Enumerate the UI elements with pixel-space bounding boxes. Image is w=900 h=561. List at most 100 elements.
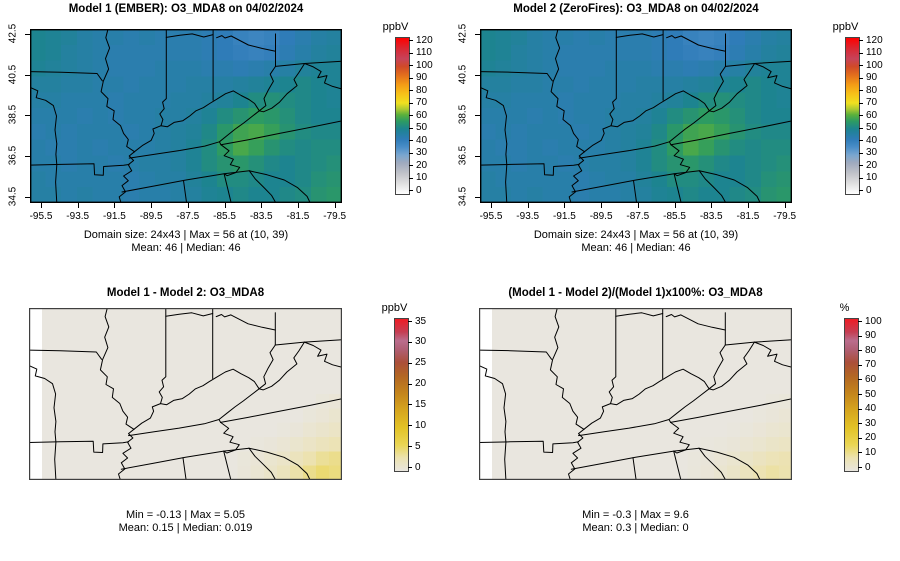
- state-boundary-line: [304, 63, 342, 90]
- colorbar-tick-label: 30: [416, 147, 428, 158]
- panel-pctdiff-colorbar-unit: %: [839, 302, 850, 314]
- state-boundary-line: [220, 144, 241, 177]
- colorbar-tick-label: 60: [416, 109, 428, 121]
- colorbar-tick-label: 0: [415, 461, 421, 473]
- state-boundary-line: [608, 308, 617, 405]
- panel-diff-caption-line2: Mean: 0.15 | Median: 0.019: [118, 522, 253, 534]
- state-boundary-line: [248, 170, 277, 203]
- state-boundary-line: [708, 344, 726, 390]
- colorbar-tick: [858, 335, 862, 337]
- state-boundary-line: [248, 170, 311, 203]
- colorbar-tick: [859, 52, 863, 54]
- state-boundary-line: [29, 365, 57, 480]
- colorbar-tick: [408, 404, 412, 406]
- state-boundary-line: [29, 349, 103, 360]
- x-axis-tick: [527, 203, 529, 208]
- colorbar-tick: [858, 394, 862, 395]
- state-boundary-line: [118, 428, 135, 480]
- state-boundary-line: [258, 341, 305, 391]
- state-boundary-line: [584, 90, 710, 153]
- x-axis-tick: [77, 203, 79, 208]
- colorbar-tick: [409, 115, 413, 116]
- panel-model2-colorbar: [845, 37, 860, 195]
- colorbar-tick-label: 0: [865, 461, 871, 473]
- state-boundary-line: [30, 86, 58, 203]
- x-axis-tick-label: -91.5: [103, 211, 126, 222]
- state-boundary-line: [632, 457, 637, 480]
- x-axis-tick-label: -79.5: [773, 211, 797, 222]
- panel-pctdiff-title: (Model 1 - Model 2)/(Model 1)x100%: O3_M…: [508, 287, 763, 299]
- panel-model2-caption-line2: Mean: 46 | Median: 46: [581, 242, 691, 254]
- colorbar-tick: [409, 140, 413, 141]
- state-boundary-line: [670, 120, 792, 146]
- state-boundary-line: [698, 170, 761, 203]
- state-boundary-line: [220, 398, 342, 423]
- difference-raster-map: [29, 308, 342, 480]
- state-boundary-line: [549, 308, 585, 430]
- state-boundary-line: [680, 35, 726, 52]
- state-boundary-line: [578, 141, 672, 159]
- state-boundary-line: [668, 388, 710, 420]
- panel-model1-colorbar-unit: ppbV: [382, 21, 409, 33]
- x-axis-tick: [224, 203, 226, 208]
- y-axis-tick-label: 40.5: [7, 64, 19, 85]
- y-axis-tick: [475, 196, 480, 198]
- x-axis-tick: [674, 203, 676, 208]
- state-boundary-line: [99, 308, 135, 430]
- colorbar-tick-label: 40: [416, 134, 428, 146]
- state-boundary-line: [215, 314, 232, 318]
- colorbar-tick-label: 50: [865, 388, 877, 400]
- state-boundary-line: [570, 447, 700, 470]
- colorbar-tick-label: 70: [416, 97, 428, 108]
- colorbar-tick-label: 100: [865, 315, 882, 327]
- state-boundary-line: [753, 341, 792, 368]
- x-axis-tick: [601, 203, 603, 208]
- colorbar-tick-label: 100: [416, 59, 433, 71]
- panel-diff-colorbar: [394, 318, 409, 472]
- state-boundary-line: [230, 314, 276, 331]
- colorbar-tick-label: 30: [866, 147, 878, 158]
- y-axis-tick: [25, 74, 30, 76]
- y-axis-tick-label: 42.5: [457, 23, 469, 44]
- colorbar-tick: [858, 467, 862, 468]
- state-boundary-line: [258, 63, 306, 113]
- panel-model2-caption-line1: Domain size: 24x43 | Max = 56 at (10, 39…: [533, 229, 739, 241]
- state-boundary-line: [708, 63, 756, 113]
- state-boundary-line: [754, 63, 792, 90]
- state-boundary-line: [118, 151, 135, 203]
- state-boundary-line: [666, 35, 682, 39]
- colorbar-tick-label: 80: [416, 84, 428, 96]
- x-axis-tick-label: -83.5: [249, 211, 273, 222]
- colorbar-tick: [409, 65, 413, 66]
- state-boundary-line: [159, 29, 167, 127]
- colorbar-tick-label: 60: [865, 373, 877, 385]
- colorbar-tick: [859, 190, 863, 191]
- state-boundary-line: [248, 447, 277, 480]
- state-boundary-line: [100, 29, 135, 153]
- colorbar-tick: [409, 77, 413, 79]
- state-boundary-line: [216, 35, 232, 39]
- x-axis-tick-label: -79.5: [323, 211, 347, 222]
- panel-pctdiff-caption-line2: Mean: 0.3 | Median: 0: [582, 522, 689, 534]
- colorbar-tick-label: 5: [415, 440, 421, 452]
- colorbar-tick: [858, 364, 862, 366]
- x-axis-tick-label: -85.5: [213, 211, 236, 222]
- state-boundary-line: [220, 120, 342, 146]
- colorbar-tick: [409, 102, 413, 104]
- state-boundary-line: [480, 163, 580, 176]
- x-axis-tick-label: -95.5: [479, 211, 503, 222]
- x-axis-tick-label: -81.5: [286, 211, 310, 222]
- state-boundary-line: [220, 421, 240, 454]
- state-boundary-line: [479, 349, 553, 360]
- x-axis-tick: [114, 203, 116, 208]
- colorbar-tick-label: 40: [865, 403, 877, 415]
- colorbar-tick-label: 0: [866, 184, 872, 196]
- x-axis-tick: [41, 203, 42, 208]
- x-axis-tick: [784, 203, 786, 208]
- state-boundary-line: [223, 450, 232, 480]
- colorbar-tick: [859, 165, 863, 166]
- panel-diff-title: Model 1 - Model 2: O3_MDA8: [106, 287, 265, 299]
- state-boundary-line: [571, 170, 700, 193]
- state-boundary-line: [670, 398, 792, 423]
